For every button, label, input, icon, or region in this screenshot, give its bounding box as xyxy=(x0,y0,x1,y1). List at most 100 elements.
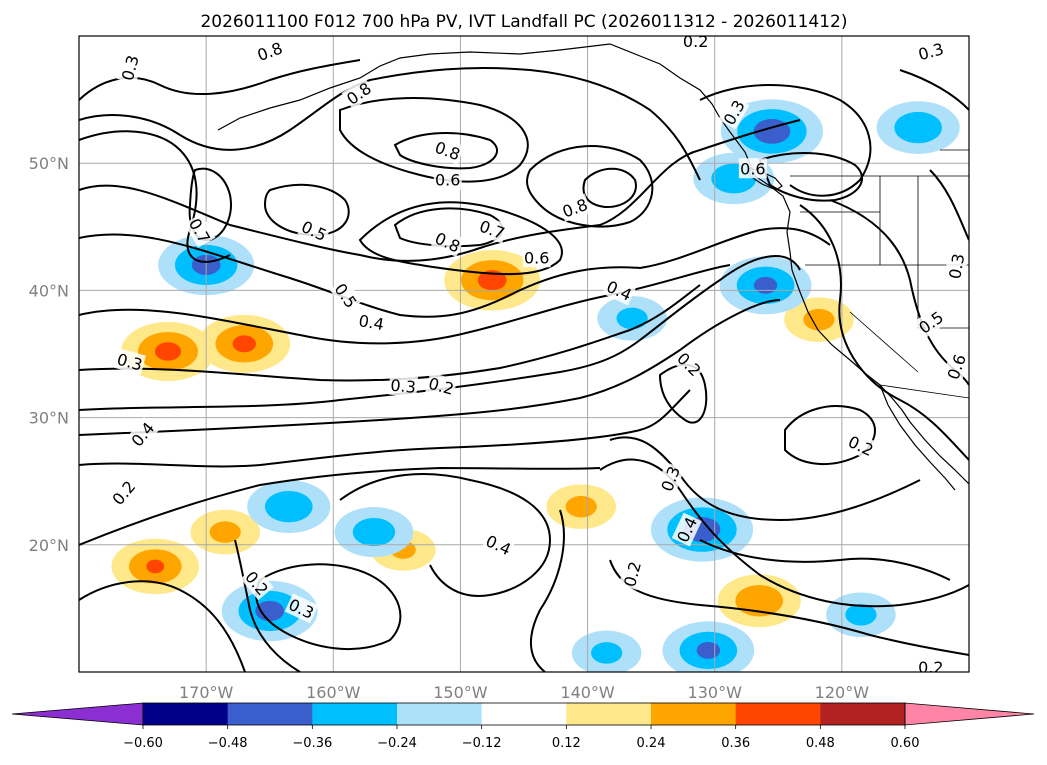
positive-pv-anomaly xyxy=(232,335,256,353)
colorbar-labels: −0.60 −0.48 −0.36 −0.24 −0.12 0.12 0.24 0.36 0.4… xyxy=(123,725,919,751)
contour-line xyxy=(79,119,801,262)
contour-label-text: 0.2 xyxy=(683,32,708,51)
contour-label: 0.6 xyxy=(433,169,462,190)
contour-line xyxy=(79,580,246,672)
contour-label: 0.6 xyxy=(942,350,969,384)
colorbar-tick-label: −0.60 xyxy=(123,736,163,751)
positive-pv-anomaly xyxy=(477,270,507,291)
contour-line xyxy=(79,130,231,263)
colorbar-swatch xyxy=(820,703,906,725)
contour-label-bg xyxy=(522,247,551,268)
negative-pv-anomaly xyxy=(753,276,778,294)
colorbar-tick-label: 0.24 xyxy=(637,736,666,751)
colorbar-swatches xyxy=(11,702,1035,726)
contour-label-text: 0.4 xyxy=(357,311,385,334)
contour-label-bg xyxy=(184,213,216,248)
colorbar-swatch xyxy=(312,703,398,725)
lat-tick-label: 40°N xyxy=(29,281,69,300)
contour-line xyxy=(582,167,637,209)
contour-label-bg xyxy=(433,169,462,190)
negative-pv-anomaly xyxy=(845,604,877,626)
colorbar-swatch xyxy=(481,703,567,725)
lon-tick-label: 160°W xyxy=(306,683,361,702)
contour-line xyxy=(79,255,801,411)
positive-pv-anomaly xyxy=(154,342,182,361)
north-america-west-coast xyxy=(719,117,969,485)
us-state-lines xyxy=(800,176,969,399)
contour-label-text: 0.3 xyxy=(945,252,968,280)
contour-label-text: 0.2 xyxy=(918,658,943,677)
gridlines xyxy=(79,36,969,672)
contour-line xyxy=(529,509,565,672)
alaska-coast xyxy=(217,43,721,131)
contour-line xyxy=(79,67,701,181)
contour-line xyxy=(758,152,864,202)
contour-label-bg xyxy=(297,215,332,246)
baja-gulf-coast xyxy=(879,384,956,491)
contour-line xyxy=(79,389,691,468)
contour-line xyxy=(799,204,969,461)
colorbar-swatch xyxy=(735,703,821,725)
contour-line xyxy=(784,405,876,466)
contour-label-bg xyxy=(431,136,465,165)
contour-label-bg xyxy=(558,193,592,222)
colorbar-tick-label: −0.12 xyxy=(462,736,502,751)
chart-title: 2026011100 F012 700 hPa PV, IVT Landfall… xyxy=(200,12,847,32)
contour-label: 0.6 xyxy=(522,247,551,268)
contour-label: 0.4 xyxy=(602,275,637,306)
contour-line xyxy=(339,97,529,183)
contour-line xyxy=(234,539,301,672)
colorbar-tick-label: 0.60 xyxy=(891,736,920,751)
longitude-tick-labels: 170°W 160°W 150°W 140°W 130°W 120°W xyxy=(179,683,869,702)
contour-line xyxy=(79,299,781,436)
contour-line xyxy=(609,436,921,522)
contour-label: 0.3 xyxy=(116,51,144,84)
positive-pv-anomaly xyxy=(803,308,835,331)
political-borders xyxy=(790,149,969,399)
coastline-layer xyxy=(217,43,969,491)
contour-label-bg xyxy=(475,215,509,244)
contour-label-bg xyxy=(253,37,287,66)
latitude-tick-labels: 20°N 30°N 40°N 50°N xyxy=(29,154,69,555)
contour-label-bg xyxy=(672,347,707,382)
contour-line xyxy=(79,59,361,101)
negative-pv-anomaly xyxy=(352,517,396,547)
colorbar-swatch xyxy=(651,703,737,725)
colorbar-swatch xyxy=(143,703,229,725)
positive-pv-anomaly xyxy=(735,585,784,617)
contour-label: 0.2 xyxy=(916,656,945,677)
contour-label-bg xyxy=(125,416,160,452)
contour-line xyxy=(929,169,969,241)
contour-label-bg xyxy=(430,227,465,258)
contour-label-text: 0.6 xyxy=(524,248,549,267)
lon-tick-label: 150°W xyxy=(433,683,488,702)
contour-label-bg xyxy=(341,77,376,110)
contour-label-bg xyxy=(914,37,947,65)
colorbar-tick-label: 0.36 xyxy=(721,736,750,751)
contour-label-bg xyxy=(916,656,945,672)
negative-pv-anomaly xyxy=(591,642,623,664)
contour-label-bg xyxy=(284,593,319,624)
contour-label-bg xyxy=(913,305,949,339)
contour-label: 0.3 xyxy=(388,374,419,397)
contour-label-bg xyxy=(656,462,685,496)
contour-line xyxy=(255,563,402,650)
contour-line xyxy=(899,69,969,111)
negative-pv-anomaly xyxy=(616,307,648,330)
contour-label-bg xyxy=(106,475,141,510)
contour-label-bg xyxy=(618,557,646,591)
positive-pv-anomaly xyxy=(209,521,241,543)
contour-label-bg xyxy=(329,278,363,313)
contour-label-bg xyxy=(388,374,419,397)
colorbar-swatch xyxy=(397,703,483,725)
contour-label-bg xyxy=(844,430,878,461)
colorbar-tick-label: −0.36 xyxy=(292,736,332,751)
contour-line xyxy=(79,264,731,345)
contour-line xyxy=(699,539,951,581)
contour-label: 0.2 xyxy=(425,372,458,400)
contour-label-bg xyxy=(602,275,637,306)
colorbar-tick-label: −0.48 xyxy=(208,736,248,751)
lon-tick-label: 140°W xyxy=(560,683,615,702)
negative-pv-anomaly xyxy=(255,600,285,621)
